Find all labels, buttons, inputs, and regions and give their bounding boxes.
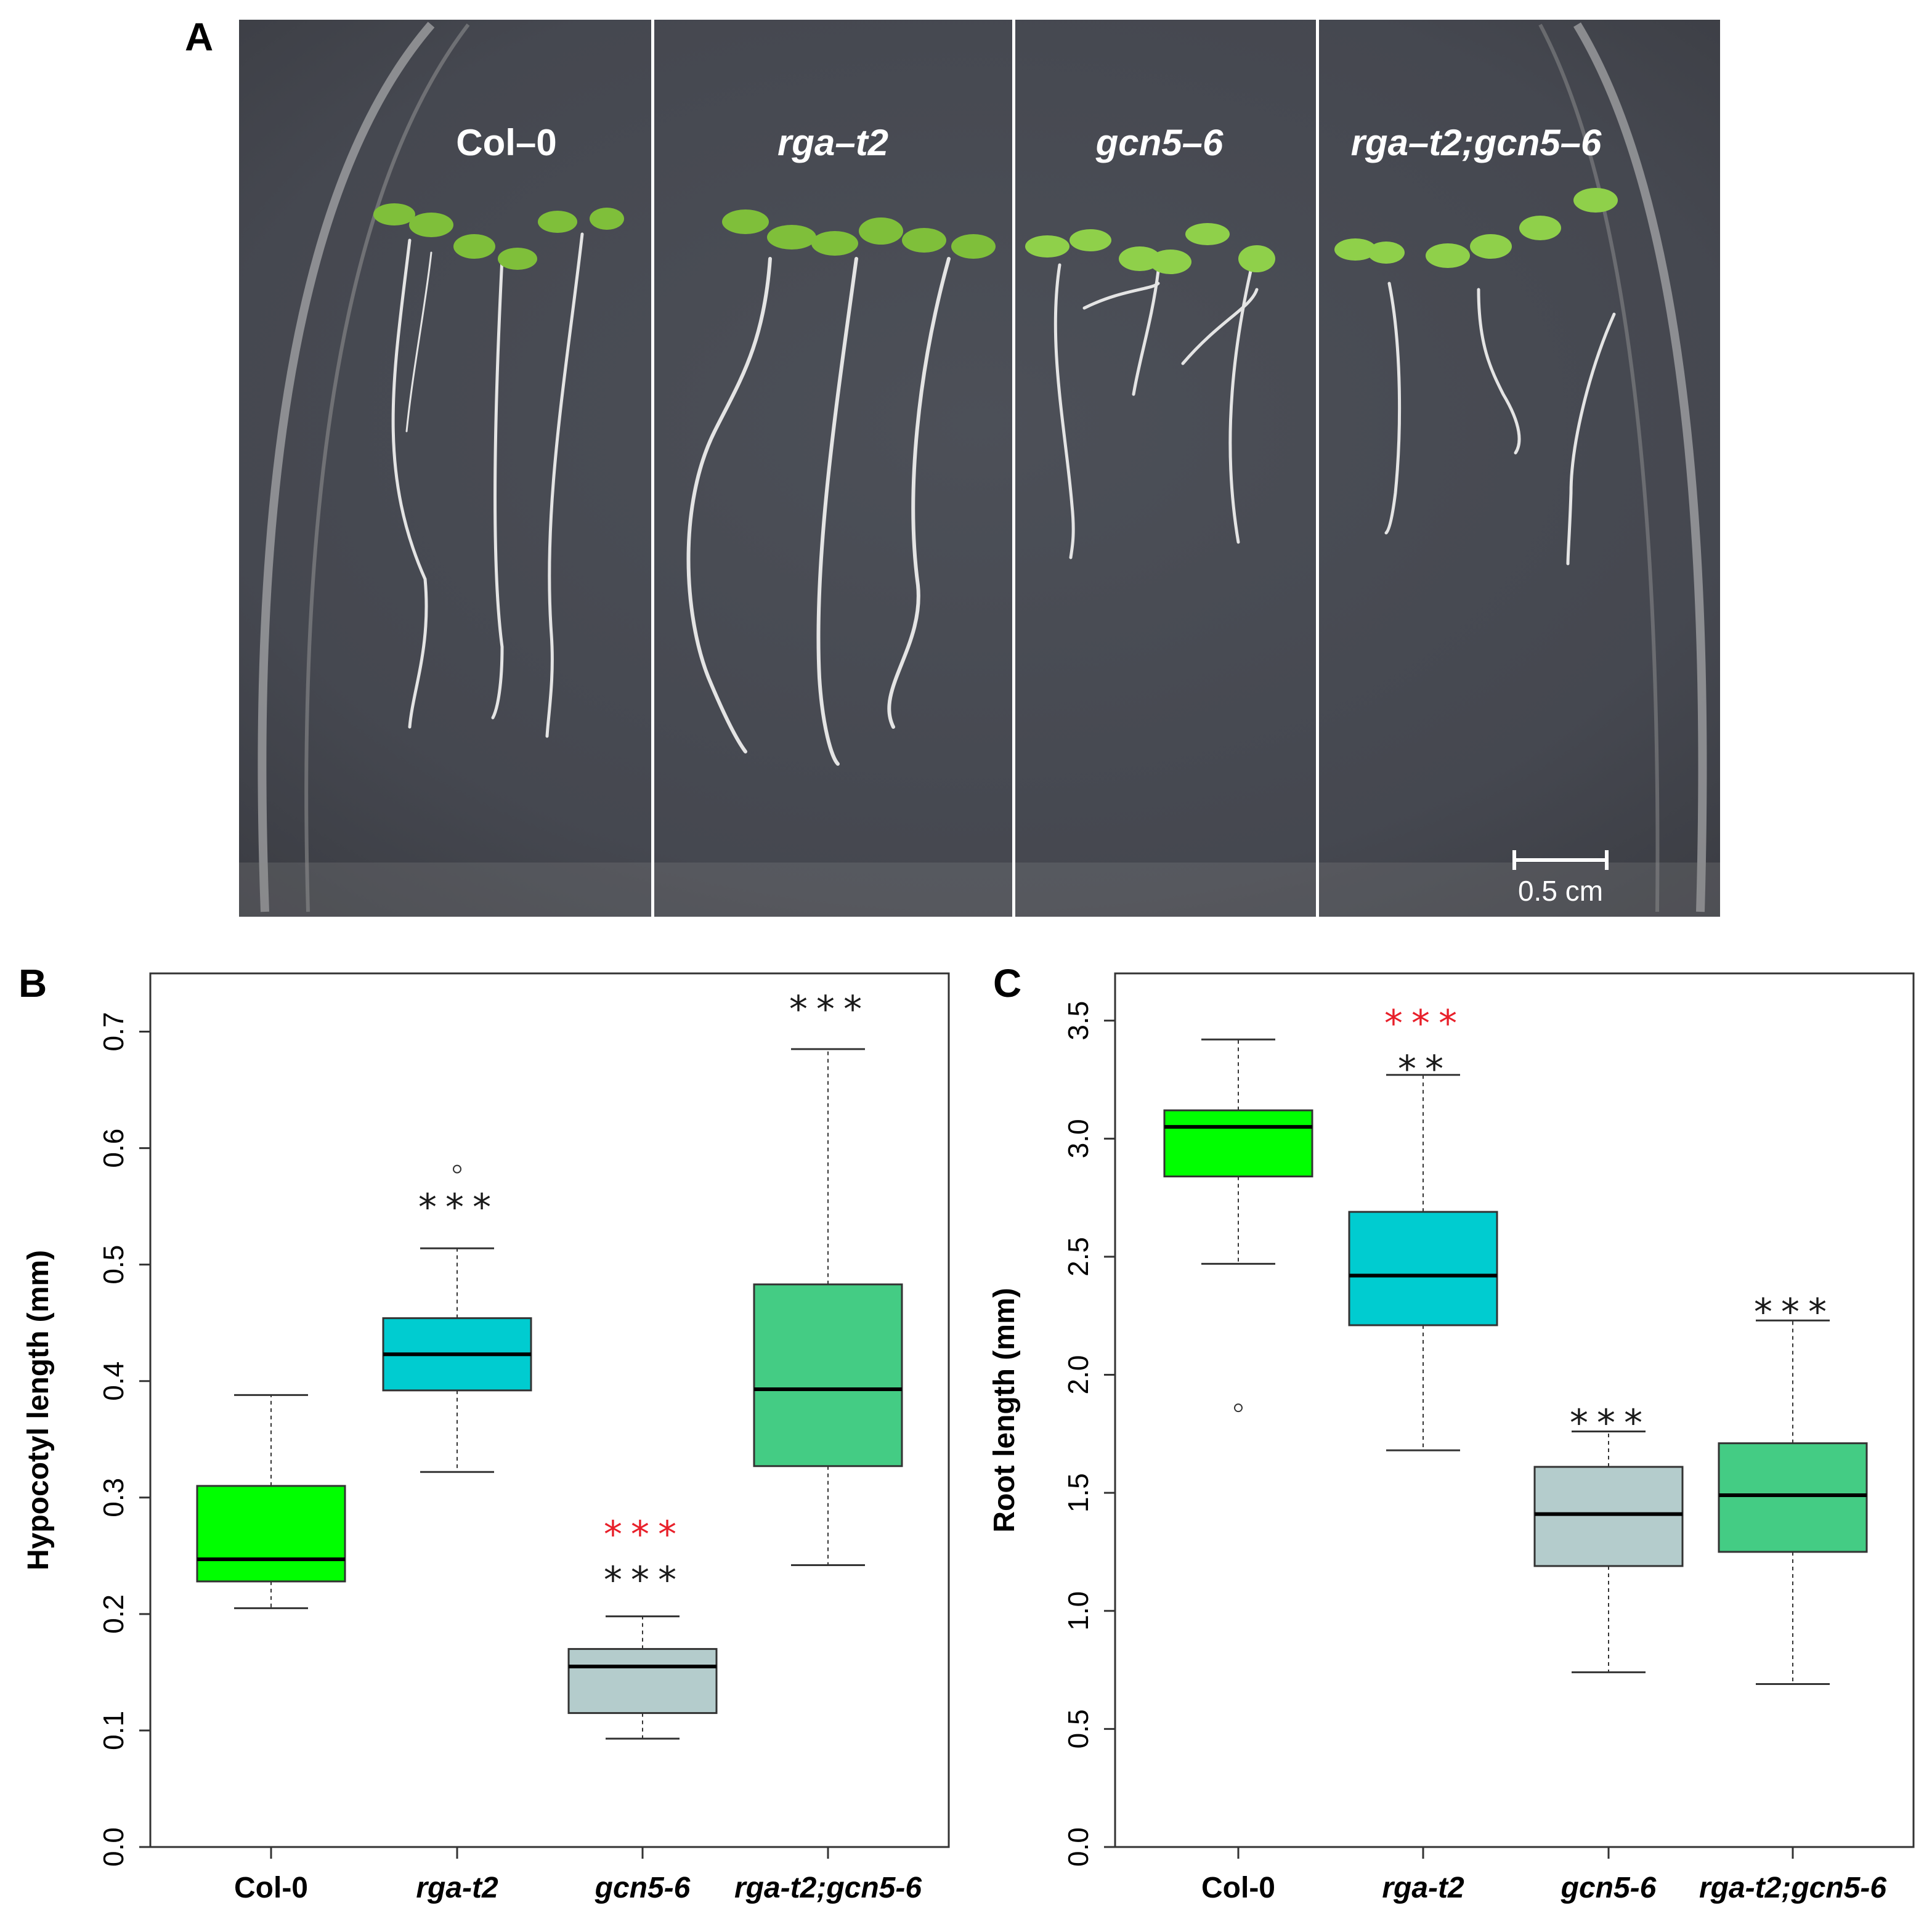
box-rga-t2 (1348, 1074, 1498, 1451)
box-gcn5-6 (1533, 1430, 1684, 1673)
box-rga-t2-gcn5-6 (1718, 1319, 1868, 1686)
significance-mark: *** (1382, 1002, 1464, 1045)
y-tick-label: 0.4 (97, 1362, 129, 1401)
x-tick-label-rga-t2-gcn5-6: rga-t2;gcn5-6 (1699, 1872, 1886, 1904)
box-rga-t2-gcn5-6 (753, 1048, 903, 1566)
y-tick-label: 0.0 (1062, 1827, 1094, 1867)
significance-mark: *** (787, 988, 869, 1031)
seedlings-gcn5-6 (1053, 263, 1259, 559)
box-iqr (1533, 1466, 1684, 1567)
chart-hypocotyl-length: B 0.0 0.1 0.2 0.3 0.4 0.5 0.6 0.7 Hypocotyl leng… (18, 961, 950, 1904)
y-axis-title: Hypocotyl length (mm) (22, 1250, 55, 1570)
x-tick-label-rga-t2: rga-t2 (416, 1872, 498, 1904)
box-iqr (567, 1648, 718, 1715)
seedlings-col-0 (391, 232, 584, 738)
box-rga-t2 (382, 1164, 532, 1473)
box-col-0 (1163, 1038, 1313, 1413)
significance-mark: *** (1752, 1291, 1833, 1334)
genotype-label-gcn5-6: gcn5–6 (1095, 122, 1224, 163)
significance-mark: *** (1568, 1402, 1649, 1445)
y-tick-label: 2.5 (1062, 1237, 1094, 1277)
significance-mark: *** (416, 1186, 498, 1229)
plot-frame (1114, 972, 1915, 1848)
y-tick-label: 3.0 (1062, 1119, 1094, 1158)
y-tick-label: 0.6 (97, 1129, 129, 1168)
y-tick-label: 0.5 (1062, 1709, 1094, 1748)
significance-mark: *** (602, 1513, 683, 1556)
y-tick-label: 0.0 (97, 1827, 129, 1867)
significance-mark: *** (602, 1559, 683, 1602)
outlier-point (1234, 1403, 1243, 1413)
chart-root-length: C 0.0 0.5 1.0 1.5 2.0 2.5 3.0 3.5 Root length (m… (988, 961, 1915, 1904)
x-tick-label-col-0: Col-0 (1201, 1872, 1275, 1904)
x-tick-label-gcn5-6: gcn5-6 (1561, 1872, 1657, 1904)
box-iqr (1163, 1109, 1313, 1178)
significance-mark: ** (1396, 1047, 1450, 1090)
x-tick-label-gcn5-6: gcn5-6 (595, 1872, 691, 1904)
x-tick-label-rga-t2-gcn5-6: rga-t2;gcn5-6 (734, 1872, 922, 1904)
box-col-0 (196, 1394, 346, 1609)
y-axis-title: Root length (mm) (988, 1288, 1021, 1532)
genotype-label-col-0: Col–0 (456, 122, 556, 163)
box-iqr (1718, 1442, 1868, 1553)
genotype-label-rga-t2: rga–t2 (777, 122, 888, 163)
box-gcn5-6 (567, 1615, 718, 1740)
panel-a: A (185, 15, 1720, 917)
y-tick-label: 1.0 (1062, 1591, 1094, 1631)
panel-letter-c: C (993, 961, 1021, 1005)
y-tick-label: 1.5 (1062, 1473, 1094, 1512)
y-tick-label: 3.5 (1062, 1001, 1094, 1041)
box-iqr (1348, 1211, 1498, 1326)
y-tick-label: 0.7 (97, 1012, 129, 1052)
scale-bar: 0.5 cm (1512, 850, 1609, 907)
plot-frame (149, 972, 950, 1848)
y-tick-label: 2.0 (1062, 1355, 1094, 1395)
scale-bar-label: 0.5 cm (1518, 875, 1603, 907)
outlier-point (453, 1164, 461, 1174)
seedlings-rga-t2 (686, 257, 951, 766)
box-iqr (753, 1283, 903, 1467)
panel-letter-b: B (18, 961, 47, 1005)
seedlings-rga-t2-gcn5-6 (1384, 282, 1616, 566)
x-tick-label-rga-t2: rga-t2 (1382, 1872, 1464, 1904)
x-tick-label-col-0: Col-0 (234, 1872, 308, 1904)
box-iqr (196, 1485, 346, 1583)
panel-letter-a: A (185, 15, 213, 59)
plate-photo (239, 20, 1720, 917)
y-tick-label: 0.5 (97, 1245, 129, 1285)
genotype-label-rga-t2-gcn5-6: rga–t2;gcn5–6 (1351, 122, 1602, 163)
y-tick-label: 0.1 (97, 1711, 129, 1750)
y-tick-label: 0.2 (97, 1594, 129, 1634)
y-tick-label: 0.3 (97, 1478, 129, 1517)
